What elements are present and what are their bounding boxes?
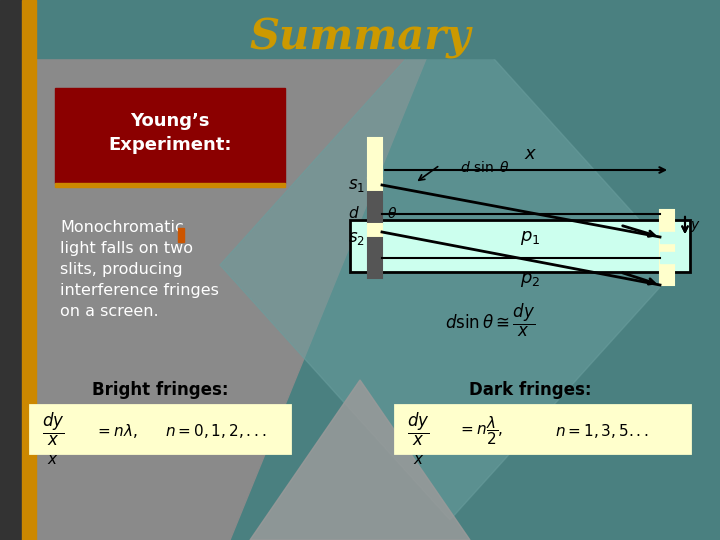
Text: $\dfrac{dy}{x}$: $\dfrac{dy}{x}$ [42,410,65,448]
Text: $s_2$: $s_2$ [348,229,365,247]
Polygon shape [250,380,470,540]
Bar [368,238,382,278]
Text: $= n\lambda,$: $= n\lambda,$ [95,422,138,440]
Text: x: x [525,145,535,163]
Bar [368,224,382,238]
Text: $p_1$: $p_1$ [520,229,540,247]
Text: $p_2$: $p_2$ [520,271,540,289]
Bar [395,405,690,453]
Polygon shape [340,0,720,200]
Text: $n=0,1,2,...$: $n=0,1,2,...$ [165,422,267,440]
Text: y: y [690,218,698,232]
Text: d: d [348,206,358,220]
Bar [368,178,382,192]
Text: x: x [413,452,423,467]
Text: x: x [48,452,56,467]
Polygon shape [0,0,450,540]
Text: $n=1,3,5...$: $n=1,3,5...$ [555,422,649,440]
Bar [0,0,720,58]
Text: Young’s
Experiment:: Young’s Experiment: [108,112,232,154]
Bar [368,192,382,224]
Bar [30,405,290,453]
Bar [55,183,285,187]
Bar [22,0,36,540]
Bar [660,252,674,263]
Text: $s_1$: $s_1$ [348,176,365,194]
Text: $\theta$: $\theta$ [387,206,397,220]
Bar [0,0,22,540]
Bar [178,228,184,242]
Bar [55,88,285,183]
Text: $d\ \sin\ \theta$: $d\ \sin\ \theta$ [460,160,510,176]
Bar [660,232,674,243]
Text: Summary: Summary [249,17,471,59]
Bar [350,220,690,272]
Bar [368,138,382,178]
Text: Dark fringes:: Dark fringes: [469,381,591,399]
Text: $= n\dfrac{\lambda}{2},$: $= n\dfrac{\lambda}{2},$ [458,415,503,447]
Polygon shape [220,10,680,520]
Text: $d\sin\theta \cong \dfrac{dy}{x}$: $d\sin\theta \cong \dfrac{dy}{x}$ [445,301,535,339]
Text: Bright fringes:: Bright fringes: [91,381,228,399]
Text: $\dfrac{dy}{x}$: $\dfrac{dy}{x}$ [407,410,430,448]
Bar [350,220,690,272]
Bar [660,210,674,285]
Text: Monochromatic
light falls on two
slits, producing
interference fringes
on a scre: Monochromatic light falls on two slits, … [60,220,219,319]
